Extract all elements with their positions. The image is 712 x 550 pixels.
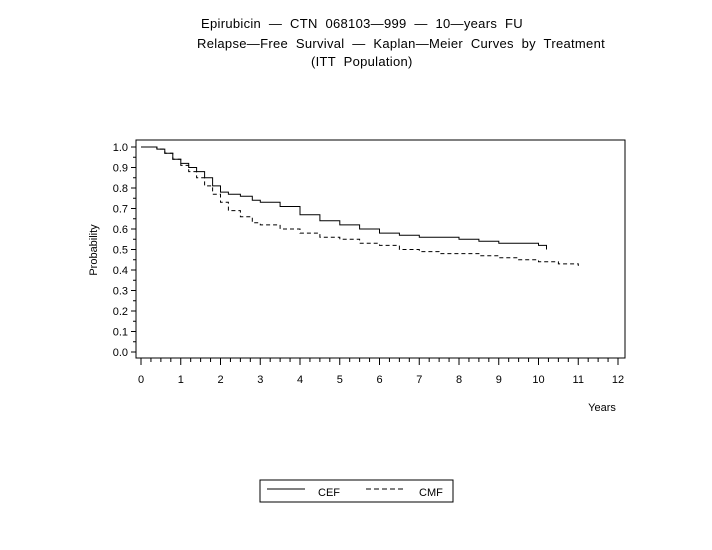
x-tick-label-11: 11 [573,374,584,386]
x-tick-label-4: 4 [297,374,303,386]
y-tick-label-0.0: 0.0 [113,347,128,359]
x-tick-label-12: 12 [612,374,624,386]
x-tick-label-10: 10 [532,374,544,386]
x-tick-label-8: 8 [456,374,462,386]
x-tick-label-3: 3 [257,374,263,386]
y-axis-label: Probability [88,224,100,276]
y-tick-label-0.2: 0.2 [113,306,128,318]
plot-frame [135,139,626,359]
legend-label-cef: CEF [318,487,340,499]
y-tick-label-0.1: 0.1 [113,327,128,339]
y-tick-label-0.3: 0.3 [113,286,128,298]
x-tick-label-2: 2 [217,374,223,386]
y-tick-label-0.5: 0.5 [113,245,128,257]
x-tick-label-5: 5 [337,374,343,386]
y-tick-label-0.6: 0.6 [113,224,128,236]
y-tick-label-0.9: 0.9 [113,163,128,175]
legend-frame [259,479,454,503]
series-group [141,146,579,266]
y-tick-label-0.7: 0.7 [113,204,128,216]
chart-title-line-1: Epirubicin — CTN 068103—999 — 10—years F… [201,16,523,31]
chart-title-line-3: (ITT Population) [311,54,413,69]
legend-label-cmf: CMF [419,487,443,499]
x-tick-label-0: 0 [138,374,144,386]
x-axis: 0 1 2 3 4 5 6 7 8 9 10 11 12 [138,357,624,386]
series-line-cef [141,146,547,250]
y-tick-label-0.8: 0.8 [113,183,128,195]
series-line-cmf [141,146,579,266]
x-tick-label-9: 9 [496,374,502,386]
y-tick-label-1.0: 1.0 [113,142,128,154]
x-axis-label: Years [588,402,616,414]
x-tick-label-6: 6 [376,374,382,386]
chart-title-line-2: Relapse—Free Survival — Kaplan—Meier Cur… [197,36,606,51]
legend: CEF CMF [259,479,454,503]
y-tick-label-0.4: 0.4 [113,265,128,277]
y-axis: 0.0 0.1 0.2 0.3 0.4 0.5 0.6 0.7 0.8 0.9 1.0 [113,142,137,359]
x-tick-label-1: 1 [178,374,184,386]
x-tick-label-7: 7 [416,374,422,386]
